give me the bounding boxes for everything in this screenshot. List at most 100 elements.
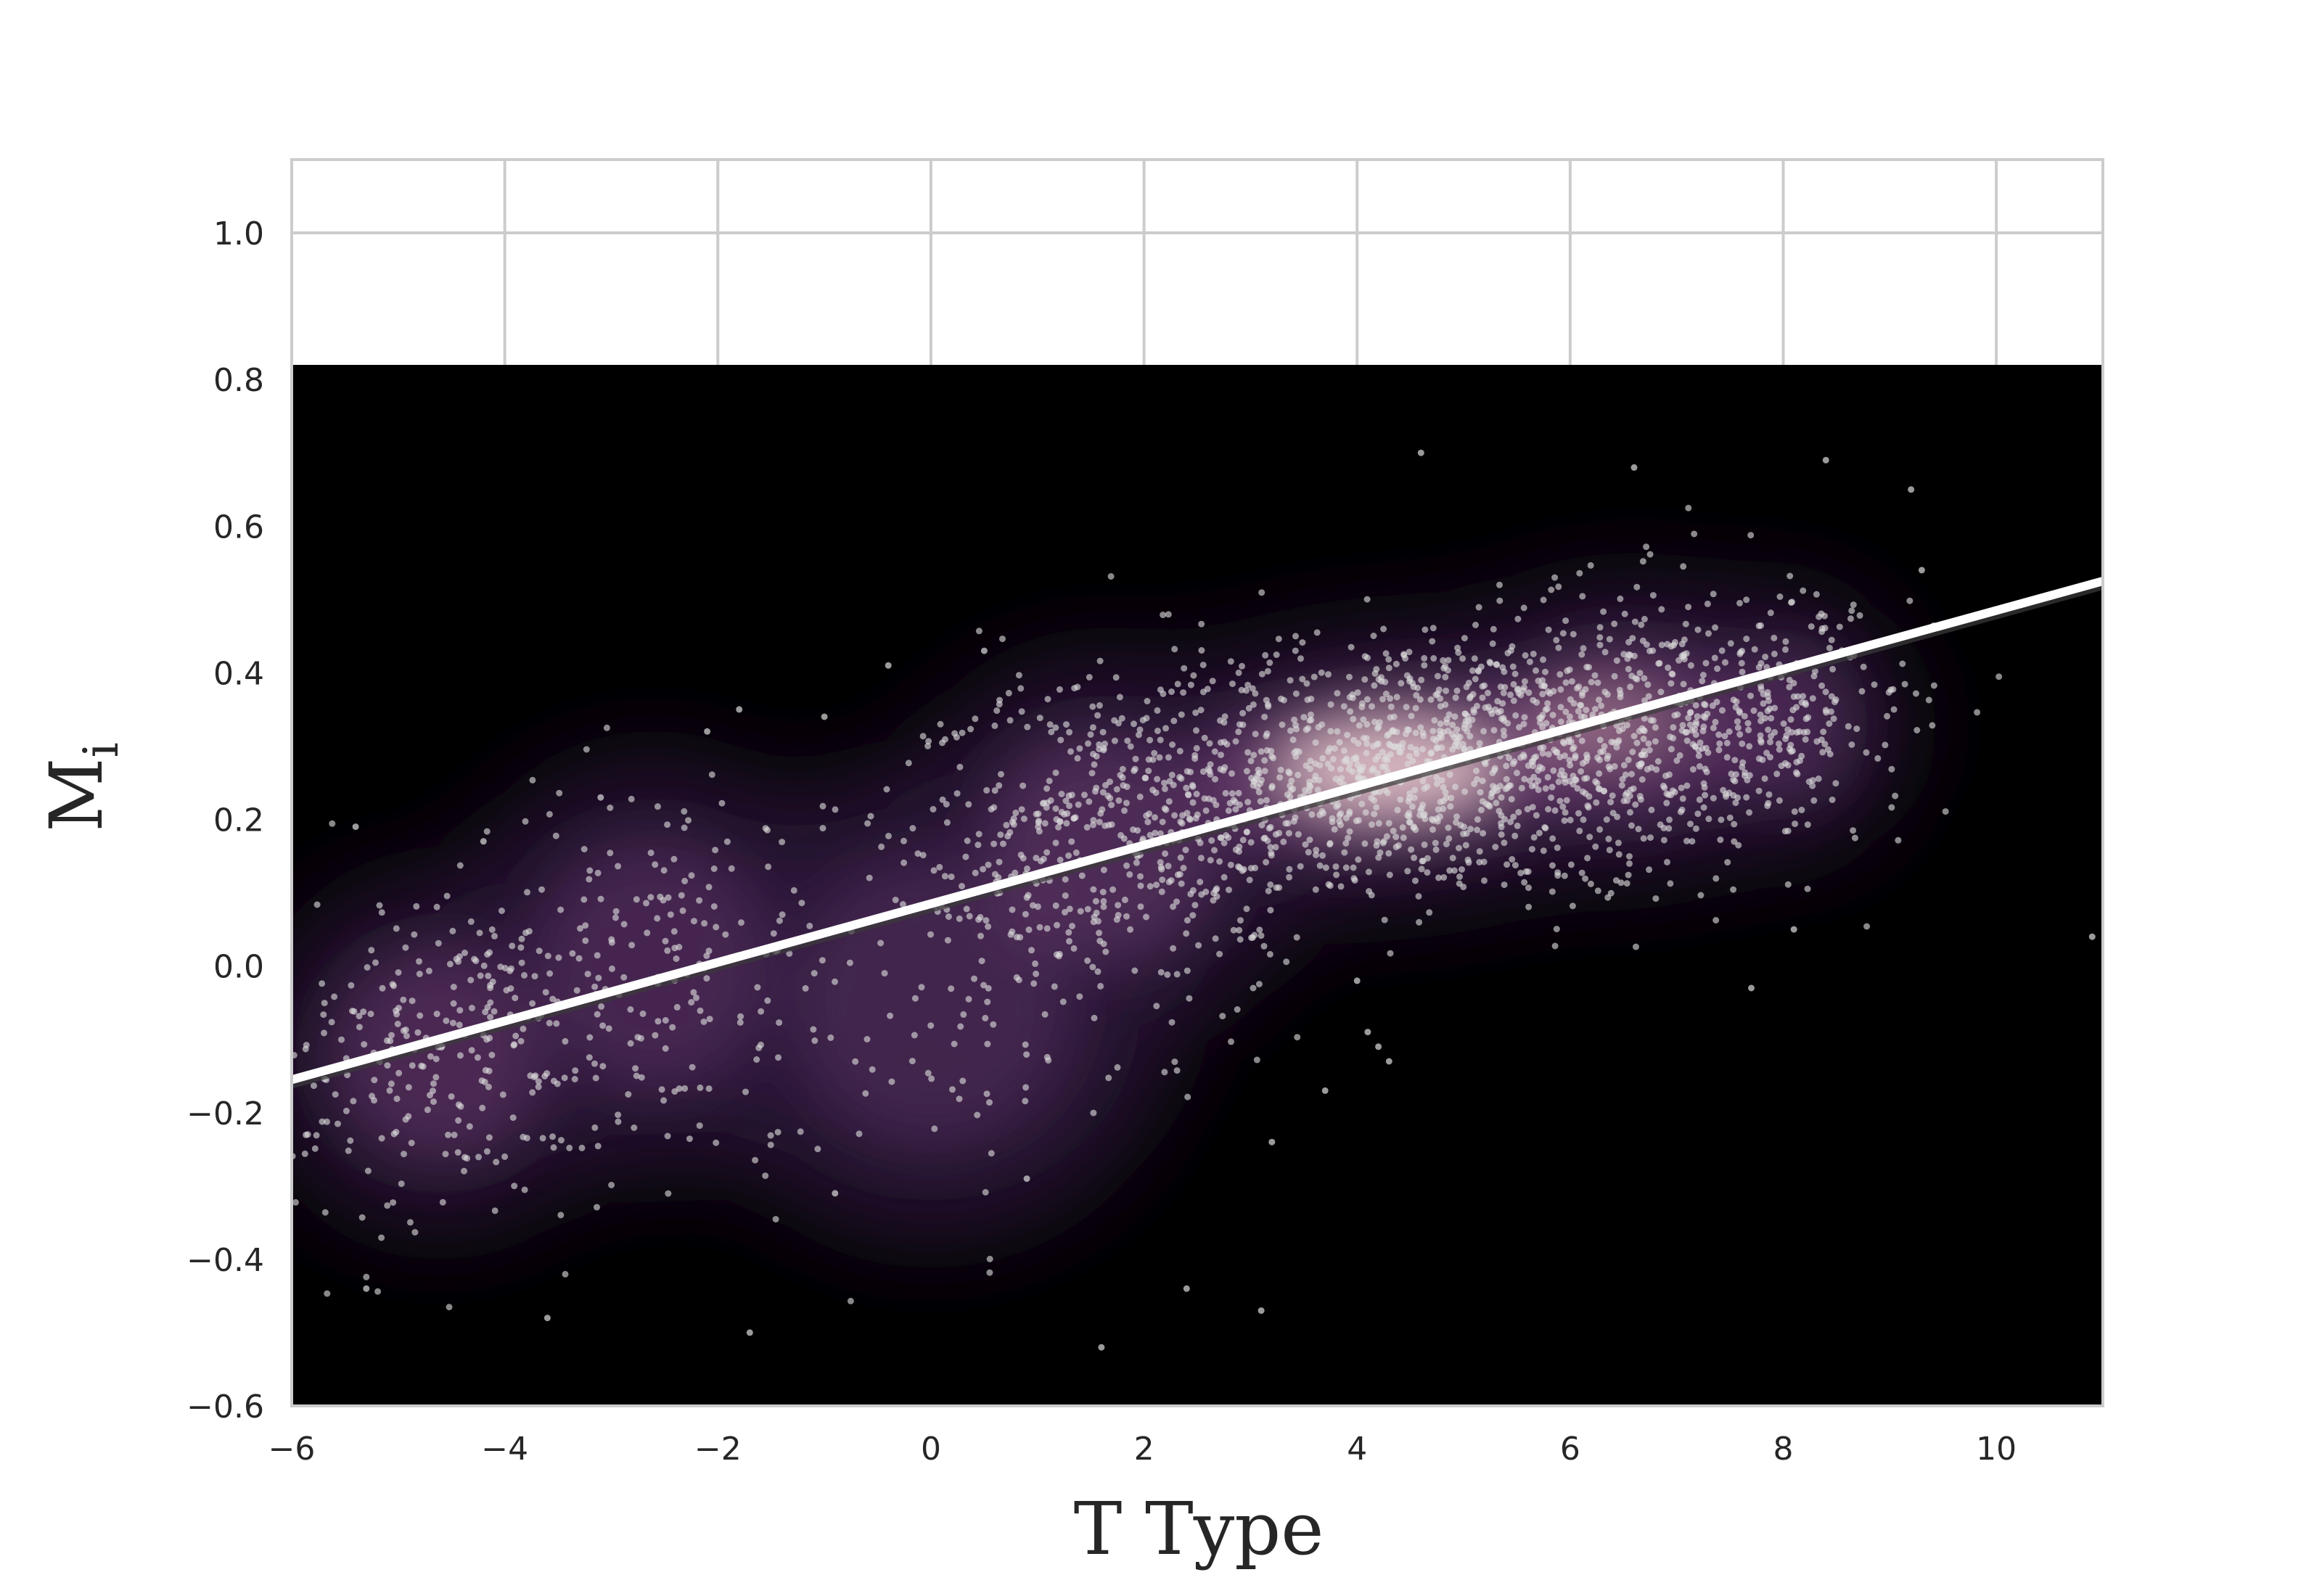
point-1646 — [919, 852, 927, 859]
point-592 — [1476, 740, 1483, 747]
point-1063 — [1477, 663, 1485, 670]
point-2055 — [455, 958, 462, 965]
point-1272 — [1818, 682, 1826, 689]
point-264 — [1334, 728, 1341, 735]
point-2142 — [700, 1019, 707, 1025]
point-1311 — [1566, 713, 1573, 720]
point-2038 — [511, 1182, 518, 1190]
point-2072 — [450, 984, 457, 990]
point-1950 — [435, 939, 442, 947]
point-1424 — [1469, 716, 1476, 723]
point-2255 — [728, 865, 735, 872]
point-537 — [1541, 824, 1548, 831]
point-1338 — [1539, 691, 1546, 698]
point-1509 — [1567, 762, 1574, 769]
point-1586 — [966, 913, 973, 920]
point-1675 — [982, 1014, 989, 1021]
point-743 — [1066, 937, 1072, 945]
point-260 — [1580, 816, 1587, 823]
point-2317 — [1173, 1067, 1181, 1074]
point-237 — [1694, 713, 1701, 720]
point-246 — [1501, 881, 1508, 889]
point-2204 — [615, 1111, 622, 1119]
point-2052 — [416, 971, 423, 977]
point-1668 — [993, 707, 1001, 715]
point-278 — [1484, 689, 1491, 696]
point-71 — [1535, 829, 1543, 836]
point-869 — [1786, 683, 1793, 691]
point-1101 — [1437, 734, 1445, 741]
point-2446 — [1856, 612, 1863, 619]
point-1317 — [1454, 644, 1461, 651]
point-179 — [1105, 1074, 1112, 1082]
point-752 — [1640, 727, 1647, 734]
point-1626 — [901, 859, 908, 866]
point-1179 — [1596, 736, 1604, 744]
point-2485 — [1794, 770, 1801, 778]
point-1671 — [1120, 782, 1127, 789]
point-1046 — [1557, 686, 1564, 693]
point-2082 — [612, 914, 619, 921]
point-765 — [1449, 855, 1456, 862]
point-735 — [1266, 659, 1273, 666]
point-259 — [1710, 794, 1717, 802]
point-2271 — [753, 1056, 760, 1063]
point-672 — [1033, 855, 1040, 862]
point-355 — [1443, 794, 1450, 802]
point-1699 — [1097, 982, 1104, 990]
y-tick-label-0: −0.6 — [186, 1389, 264, 1426]
point-1539 — [1058, 791, 1065, 797]
point-619 — [1374, 770, 1382, 777]
point-1708 — [1047, 797, 1054, 804]
point-1454 — [1696, 796, 1703, 803]
point-1294 — [1647, 717, 1654, 724]
point-572 — [1411, 794, 1418, 802]
point-1666 — [1231, 799, 1239, 806]
point-463 — [1208, 837, 1215, 844]
point-842 — [1393, 694, 1400, 701]
point-1935 — [367, 1011, 374, 1018]
point-2108 — [591, 983, 599, 990]
point-1812 — [984, 1040, 991, 1048]
point-2441 — [1741, 712, 1748, 720]
point-1453 — [1549, 862, 1556, 869]
point-2483 — [1813, 591, 1820, 598]
point-1623 — [1225, 807, 1232, 814]
point-2520 — [1790, 926, 1797, 933]
point-464 — [1474, 816, 1481, 823]
point-70 — [1146, 831, 1154, 839]
point-1863 — [400, 996, 407, 1003]
point-1221 — [1850, 601, 1857, 609]
point-2085 — [697, 1007, 704, 1014]
point-2126 — [632, 1065, 639, 1072]
point-2325 — [995, 874, 1002, 881]
point-1476 — [1627, 683, 1634, 691]
point-1056 — [1275, 635, 1282, 643]
point-2478 — [1819, 749, 1826, 756]
point-27 — [1287, 677, 1294, 684]
point-164 — [1297, 863, 1304, 870]
point-231 — [1496, 597, 1503, 604]
point-1010 — [1503, 861, 1511, 868]
point-1933 — [321, 1000, 328, 1007]
point-1100 — [1621, 610, 1628, 617]
point-1758 — [1261, 768, 1268, 775]
point-1238 — [1705, 630, 1712, 637]
point-1676 — [1092, 897, 1099, 905]
point-944 — [1353, 818, 1360, 825]
point-418 — [1324, 760, 1332, 768]
point-1778 — [1189, 783, 1197, 790]
point-1976 — [455, 1117, 462, 1124]
point-1527 — [1305, 788, 1313, 794]
point-559 — [1286, 865, 1293, 873]
point-1692 — [1266, 950, 1273, 958]
point-330 — [1243, 828, 1250, 836]
point-2039 — [361, 1041, 368, 1048]
point-2018 — [390, 982, 397, 990]
point-452 — [1198, 891, 1205, 898]
point-998 — [1593, 799, 1600, 806]
point-2187 — [665, 894, 672, 901]
point-857 — [1048, 728, 1055, 736]
point-1799 — [1137, 882, 1144, 889]
point-2220 — [708, 771, 715, 778]
